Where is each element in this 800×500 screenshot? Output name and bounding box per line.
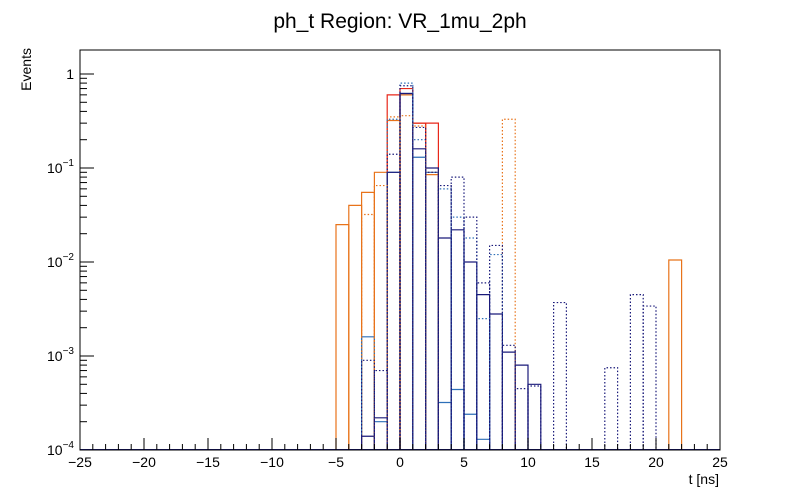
x-tick-label: 10 [520,454,536,470]
histogram-bin [463,237,478,450]
histogram-bin [450,388,465,450]
series-navy-dotted [80,85,720,450]
y-tick-label: 10−4 [47,440,74,458]
histogram-bin [425,167,439,450]
histogram-bin [476,293,491,450]
histogram-bin [399,115,414,450]
histogram-bin [399,87,414,450]
histogram-bin [501,344,516,450]
histogram-bin [514,387,529,450]
chart-title: ph_t Region: VR_1mu_2ph [273,10,526,33]
x-axis-label: t [ns] [689,471,719,487]
histogram-bin [386,118,401,450]
histogram-bin [386,116,401,450]
histogram-bin [399,85,414,450]
x-tick-label: 15 [584,454,600,470]
histogram-bin [476,282,491,450]
histogram-bin [412,122,427,450]
y-axis: 10−4 10−3 10−2 10−1 1 [47,66,94,458]
x-tick-label: −25 [68,454,92,470]
histogram-bin [629,293,644,450]
y-tick-label: 10−1 [47,158,74,176]
histogram-bin [463,261,478,450]
x-tick-label: −10 [260,454,284,470]
x-tick-label: 25 [712,454,728,470]
histogram-bin [373,369,388,450]
y-axis-label: Events [18,48,34,91]
histogram-bin [412,126,427,450]
histogram-bin [399,82,414,450]
x-tick-label: −15 [196,454,220,470]
histogram-bin [412,156,427,450]
y-tick-label: 10−3 [47,346,74,364]
histogram-bin [361,213,375,450]
histogram-bin [425,171,439,450]
histogram-bin [373,417,388,450]
histogram-bin [501,118,516,450]
histogram-bin [463,216,478,450]
x-tick-label: 0 [396,454,404,470]
histogram-bin [335,223,350,450]
histogram-bin [527,385,542,450]
histogram-bin [489,253,503,450]
histogram-bin [386,171,401,450]
histogram-bin [412,122,427,450]
histogram-bin [463,413,478,450]
histogram-bin [437,184,452,450]
histogram-bin [437,401,452,450]
histogram-bin [604,367,619,450]
histogram-bin [450,229,465,450]
histogram-bin [386,153,401,450]
y-tick-label: 1 [66,66,74,82]
histogram-bin [386,171,401,450]
x-tick-label: 5 [460,454,468,470]
histogram-bin [361,191,375,450]
y-tick-label: 10−2 [47,252,74,270]
x-tick-label: 20 [648,454,664,470]
histogram-bin [399,92,414,450]
histogram-bin [514,364,529,450]
x-axis: −25 −20 −15 −10 −5 0 5 10 15 20 25 [68,438,728,470]
histogram-bin [437,237,452,450]
series-layer [80,82,720,450]
histogram-bin [361,435,375,450]
histogram-bin [527,383,542,450]
histogram-bin [425,171,439,450]
histogram-bin [553,301,567,450]
histogram-bin [642,305,657,450]
histogram-bin [373,184,388,450]
histogram-bin [425,171,439,450]
histogram-bin [450,216,465,450]
histogram-bin [386,119,401,450]
histogram-bin [373,171,388,450]
histogram-bin [489,244,503,450]
histogram-bin [399,94,414,450]
histogram-bin [450,176,465,450]
histogram-bin [373,421,388,450]
histogram-bin [437,188,452,450]
histogram-bin [361,336,375,450]
histogram-bin [412,139,427,450]
histogram-bin [425,174,439,450]
histogram-bin [361,359,375,450]
histogram-bin [386,94,401,450]
histogram-bin [489,313,503,450]
x-tick-label: −20 [132,454,156,470]
histogram-bin [501,351,516,450]
histogram-bin [476,317,491,450]
histogram-bin [476,438,491,450]
histogram-bin [412,148,427,450]
histogram-bin [399,92,414,450]
histogram-bin [412,125,427,450]
histogram-bin [348,204,363,450]
x-tick-label: −5 [328,454,344,470]
histogram-bin [668,259,683,450]
